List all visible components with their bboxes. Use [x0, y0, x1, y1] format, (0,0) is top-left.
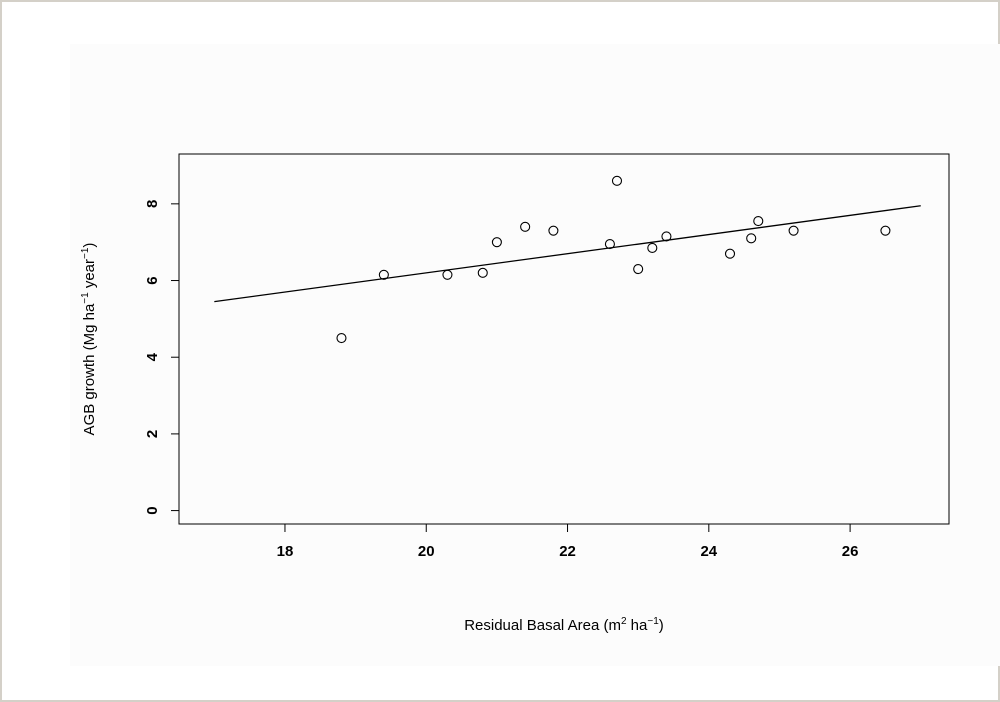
x-tick-label: 26 — [842, 543, 859, 560]
data-point — [520, 221, 531, 232]
data-point — [442, 269, 453, 280]
y-tick-label: 2 — [144, 430, 161, 438]
data-point — [633, 263, 644, 275]
plot-frame — [178, 153, 950, 525]
data-points — [336, 175, 891, 344]
data-point — [788, 225, 799, 236]
y-tick-label: 4 — [144, 352, 161, 361]
data-point — [548, 225, 559, 236]
x-tick-label: 24 — [700, 543, 717, 560]
data-point — [880, 225, 891, 236]
x-tick-label: 22 — [559, 543, 576, 560]
data-point — [647, 242, 658, 253]
data-point — [753, 216, 764, 227]
data-point — [491, 237, 502, 248]
y-axis-title: AGB growth (Mg ha−1 year−1) — [80, 243, 98, 436]
data-point — [477, 267, 488, 278]
plot-panel — [70, 44, 1000, 666]
y-axis: 0 2 4 6 8 — [144, 200, 179, 515]
data-point — [336, 332, 347, 344]
data-point — [611, 175, 623, 186]
data-point — [378, 269, 389, 280]
x-axis: 18 20 22 24 26 — [277, 524, 859, 560]
y-tick-label: 0 — [144, 506, 161, 514]
x-axis-title: Residual Basal Area (m2 ha−1) — [464, 616, 664, 634]
data-point — [661, 231, 672, 242]
data-point — [604, 239, 615, 250]
x-tick-label: 18 — [277, 543, 294, 560]
y-tick-label: 8 — [144, 200, 161, 208]
data-point — [724, 248, 736, 259]
regression-line — [214, 205, 921, 303]
data-point — [746, 233, 757, 244]
x-tick-label: 20 — [418, 543, 435, 560]
regression-line-group — [214, 205, 921, 303]
y-tick-label: 6 — [144, 276, 161, 284]
